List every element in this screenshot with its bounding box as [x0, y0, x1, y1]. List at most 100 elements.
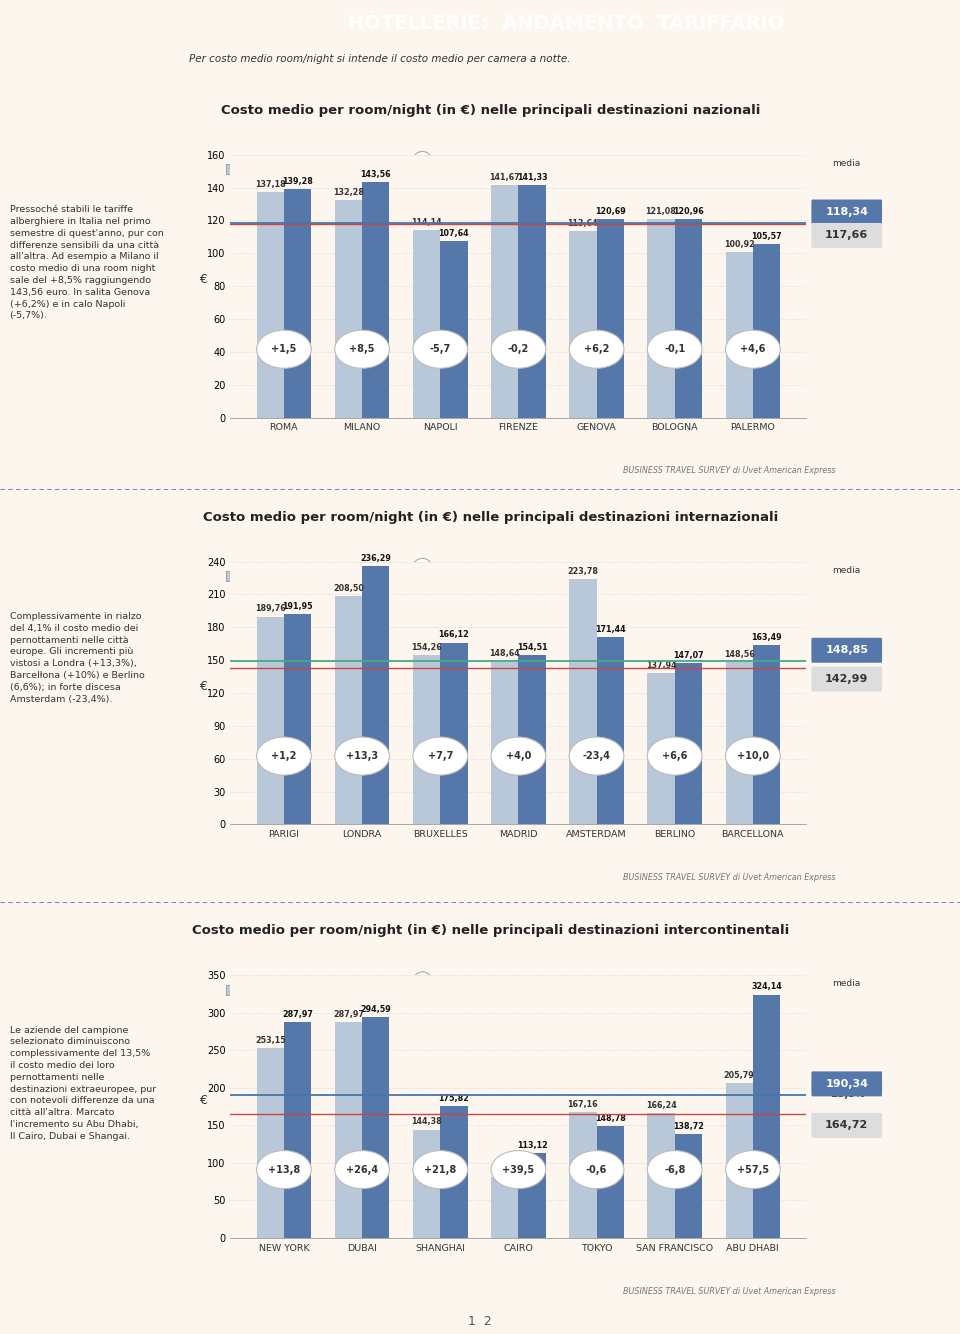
Text: +13,8: +13,8 [268, 1165, 300, 1175]
Text: 81,07: 81,07 [492, 1165, 517, 1174]
Bar [726, 1083, 753, 1238]
Text: 208,50: 208,50 [333, 584, 364, 592]
Ellipse shape [726, 736, 780, 775]
Text: +4,1%: +4,1% [829, 650, 864, 659]
Text: +7,7: +7,7 [427, 751, 453, 762]
Text: 137,94: 137,94 [646, 662, 677, 670]
Y-axis label: €: € [199, 1094, 206, 1107]
Text: +13,3: +13,3 [346, 751, 378, 762]
Ellipse shape [413, 1150, 468, 1189]
Text: variazione costo medio: variazione costo medio [447, 571, 579, 582]
Ellipse shape [726, 1150, 780, 1189]
Text: media: media [832, 159, 861, 168]
Text: -0,2: -0,2 [508, 344, 529, 355]
Ellipse shape [647, 736, 702, 775]
Text: 147,07: 147,07 [673, 651, 704, 660]
Text: 118,34: 118,34 [826, 207, 868, 217]
Text: 144,38: 144,38 [411, 1118, 442, 1126]
Text: 143,56: 143,56 [360, 169, 391, 179]
Bar [335, 200, 362, 418]
Text: 163,49: 163,49 [752, 634, 781, 642]
Text: media: media [832, 979, 861, 988]
Bar [492, 1177, 518, 1238]
Bar [647, 674, 675, 824]
Ellipse shape [647, 1150, 702, 1189]
Text: 107,64: 107,64 [439, 228, 469, 237]
Text: 121,08: 121,08 [645, 207, 677, 216]
Text: 137,18: 137,18 [255, 180, 286, 189]
Bar [362, 566, 390, 824]
FancyBboxPatch shape [811, 1071, 882, 1097]
Text: 167,16: 167,16 [567, 1101, 598, 1110]
FancyBboxPatch shape [811, 200, 882, 224]
Text: variazione costo medio: variazione costo medio [447, 984, 579, 995]
Text: +6,2: +6,2 [584, 344, 610, 355]
Text: %: % [418, 984, 427, 995]
Text: 287,97: 287,97 [282, 1010, 313, 1019]
Text: media: media [832, 566, 861, 575]
Bar [726, 252, 753, 418]
Text: -6,8: -6,8 [664, 1165, 685, 1175]
Text: -13,5%: -13,5% [828, 1089, 866, 1099]
Text: HÔTELLERIE:  ANDAMENTO  TARIFFARIO: HÔTELLERIE: ANDAMENTO TARIFFARIO [348, 13, 784, 33]
Text: +8,5: +8,5 [349, 344, 374, 355]
Text: 141,67: 141,67 [490, 172, 520, 181]
Text: 253,15: 253,15 [255, 1035, 286, 1045]
Text: -23,4: -23,4 [583, 751, 611, 762]
Text: 190,34: 190,34 [826, 1079, 868, 1089]
Bar [596, 219, 624, 418]
Bar [753, 244, 780, 418]
Text: 166,12: 166,12 [439, 631, 469, 639]
Bar [362, 181, 390, 418]
Text: +39,5: +39,5 [502, 1165, 535, 1175]
Ellipse shape [256, 1150, 311, 1189]
Legend: 1° sem 2006, 1° sem 2007: 1° sem 2006, 1° sem 2007 [226, 571, 430, 582]
Bar [492, 662, 518, 824]
Bar [675, 219, 702, 418]
Bar [753, 995, 780, 1238]
Ellipse shape [726, 329, 780, 368]
Bar [256, 1049, 284, 1238]
Text: 166,24: 166,24 [646, 1101, 677, 1110]
Ellipse shape [335, 736, 390, 775]
Text: 132,28: 132,28 [333, 188, 364, 197]
Bar [569, 1113, 596, 1238]
Text: 154,51: 154,51 [516, 643, 547, 652]
Text: Pressoché stabili le tariffe
alberghiere in Italia nel primo
semestre di quest'a: Pressoché stabili le tariffe alberghiere… [10, 205, 163, 320]
Ellipse shape [335, 329, 390, 368]
Ellipse shape [569, 1150, 624, 1189]
Text: Le aziende del campione
selezionato diminuiscono
complessivamente del 13,5%
il c: Le aziende del campione selezionato dimi… [10, 1026, 156, 1141]
Text: Per costo medio room/night si intende il costo medio per camera a notte.: Per costo medio room/night si intende il… [188, 53, 570, 64]
Bar [675, 1134, 702, 1238]
Text: 113,12: 113,12 [516, 1141, 547, 1150]
Text: 113,64: 113,64 [567, 219, 598, 228]
Text: BUSINESS TRAVEL SURVEY di Uvet American Express: BUSINESS TRAVEL SURVEY di Uvet American … [623, 467, 835, 475]
Text: BUSINESS TRAVEL SURVEY di Uvet American Express: BUSINESS TRAVEL SURVEY di Uvet American … [623, 1287, 835, 1295]
Bar [647, 1113, 675, 1238]
Bar [256, 192, 284, 418]
Bar [441, 1106, 468, 1238]
Text: +26,4: +26,4 [346, 1165, 378, 1175]
Text: 189,76: 189,76 [255, 604, 286, 614]
Text: 287,97: 287,97 [333, 1010, 364, 1019]
Text: 236,29: 236,29 [360, 554, 392, 563]
Ellipse shape [410, 151, 435, 187]
Bar [284, 189, 311, 418]
Text: +6,6: +6,6 [662, 751, 687, 762]
Legend: 1° sem 2006, 1° sem 2007: 1° sem 2006, 1° sem 2007 [226, 984, 430, 995]
Legend: 1° sem 2006, 1° sem 2007: 1° sem 2006, 1° sem 2007 [226, 164, 430, 175]
Bar [726, 662, 753, 824]
Ellipse shape [335, 1150, 390, 1189]
Bar [675, 663, 702, 824]
Ellipse shape [256, 736, 311, 775]
Text: -0,6: -0,6 [586, 1165, 607, 1175]
Bar [413, 655, 441, 824]
Bar [335, 596, 362, 824]
Bar [518, 185, 545, 418]
Text: 120,69: 120,69 [595, 207, 626, 216]
Text: 294,59: 294,59 [360, 1005, 391, 1014]
Bar [518, 655, 545, 824]
Text: Costo medio per room/night (in €) nelle principali destinazioni nazionali: Costo medio per room/night (in €) nelle … [221, 104, 760, 117]
Text: 148,78: 148,78 [595, 1114, 626, 1123]
Text: Costo medio per room/night (in €) nelle principali destinazioni internazionali: Costo medio per room/night (in €) nelle … [203, 511, 779, 524]
